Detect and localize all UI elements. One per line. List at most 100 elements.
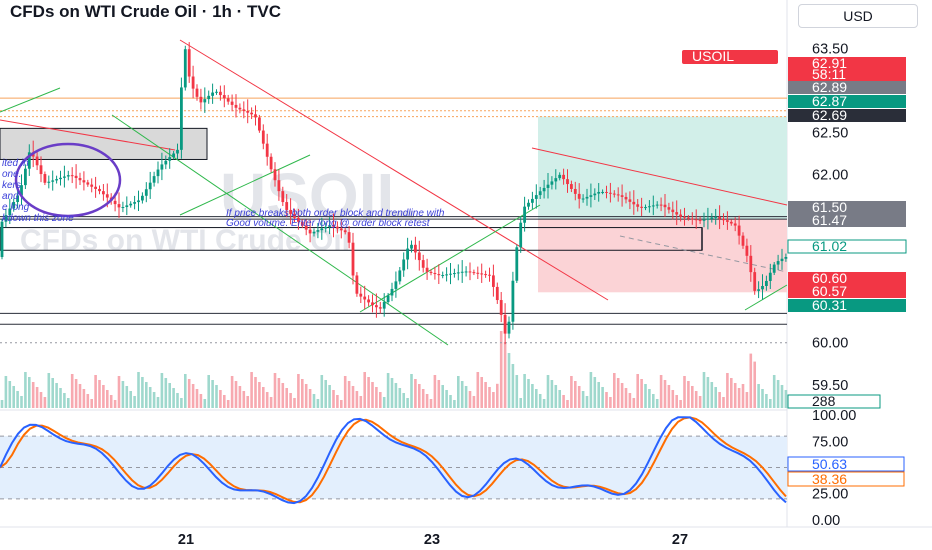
volume-bar <box>98 380 101 408</box>
stochastic-tick-label: 75.00 <box>812 434 848 450</box>
stochastic-d-line <box>0 416 787 504</box>
candle-body <box>620 195 624 197</box>
candle-body <box>690 218 694 220</box>
volume-bar <box>168 383 171 408</box>
volume-bar <box>219 390 222 408</box>
volume-bar <box>246 396 249 408</box>
volume-bar <box>215 385 218 408</box>
candle-body <box>398 270 402 282</box>
candle-body <box>768 272 772 281</box>
candle-body <box>355 275 359 294</box>
candle-body <box>484 274 487 276</box>
candle-body <box>129 203 133 206</box>
candle-body <box>164 160 168 165</box>
volume-bar <box>390 378 394 408</box>
volume-bar <box>593 377 597 408</box>
volume-bar <box>67 398 70 408</box>
candle-body <box>289 209 292 214</box>
candle-body <box>741 235 745 246</box>
volume-bar <box>301 379 304 408</box>
candle-body <box>421 260 425 268</box>
candle-body <box>683 216 686 218</box>
candle-body <box>445 274 448 276</box>
candle-body <box>394 281 398 289</box>
volume-bar <box>343 376 347 408</box>
volume-bar <box>35 387 39 408</box>
drawing-lines[interactable] <box>0 39 788 346</box>
chart-title: CFDs on WTI Crude Oil · 1h · TVC <box>10 2 282 21</box>
volume-bar <box>546 375 550 408</box>
price-tag-bg <box>788 57 906 70</box>
volume-bar <box>152 392 156 408</box>
candle-body <box>211 92 214 96</box>
volume-bar <box>620 383 624 408</box>
center-note-line: If price breaks both order block and tre… <box>226 208 445 219</box>
volume-bar <box>332 390 335 408</box>
trendline-green-a <box>0 87 61 113</box>
volume-bar <box>613 373 616 408</box>
candle-body <box>39 165 43 175</box>
volume-bar <box>538 394 542 408</box>
candle-body <box>480 273 484 275</box>
volume-bar <box>269 397 273 408</box>
volume-bar <box>63 393 66 408</box>
candle-body <box>566 179 569 185</box>
candle-body <box>456 272 460 274</box>
volume-bar <box>445 390 448 408</box>
candle-body <box>258 117 261 131</box>
stochastic-tick-label: 25.00 <box>812 487 848 503</box>
volume-bar <box>694 391 698 408</box>
volume-bar <box>24 372 27 408</box>
candle-body <box>417 252 421 261</box>
volume-bar <box>355 391 359 408</box>
volume-bar <box>12 386 15 408</box>
candle-body <box>667 207 671 210</box>
price-tag-label: 62.89 <box>812 79 847 95</box>
time-axis[interactable]: 21 23 27 <box>178 532 688 548</box>
volume-bar <box>410 374 413 408</box>
volume-bar <box>554 385 558 408</box>
candle-body <box>534 195 538 199</box>
candle-body <box>226 98 230 102</box>
volume-bar <box>230 376 234 408</box>
candle-body <box>300 221 304 226</box>
volume-bar <box>94 375 97 408</box>
candle-body <box>628 199 632 202</box>
volume-bar <box>281 383 285 408</box>
price-tag-bg <box>788 68 906 81</box>
candle-body <box>757 289 760 291</box>
volume-bar <box>433 375 437 408</box>
candle-body <box>402 259 406 271</box>
candle-body <box>261 130 265 144</box>
volume-bar <box>636 374 639 408</box>
candle-body <box>624 196 628 200</box>
volume-bar <box>460 381 464 408</box>
volume-bar <box>655 399 659 408</box>
volume-bar <box>148 387 152 408</box>
candle-body <box>663 204 667 208</box>
volume-bar <box>367 377 370 408</box>
volume-bar <box>386 373 390 408</box>
stochastic-k-line <box>0 416 787 505</box>
volume-bar <box>648 389 651 408</box>
price-axis[interactable]: 63.50 62.50 62.00 60.00 59.50 100.00 75.00 25.0… <box>682 41 907 529</box>
currency-button[interactable]: USD <box>798 4 918 28</box>
candle-body <box>562 174 565 180</box>
candle-body <box>234 104 238 108</box>
volume-bar <box>437 380 441 408</box>
stochastic-tick-label: 0.00 <box>812 513 840 529</box>
candle-body <box>495 286 499 301</box>
candle-body <box>222 95 226 99</box>
volume-bar <box>156 397 160 408</box>
candle-body <box>375 305 378 308</box>
volume-bar <box>535 389 538 408</box>
volume-bar <box>597 382 600 408</box>
candle-body <box>191 76 195 89</box>
price-tag-bg <box>788 214 906 227</box>
candle-body <box>183 49 187 88</box>
volume-bar <box>503 342 507 408</box>
volume-bar <box>203 399 207 408</box>
candle-body <box>437 274 441 276</box>
